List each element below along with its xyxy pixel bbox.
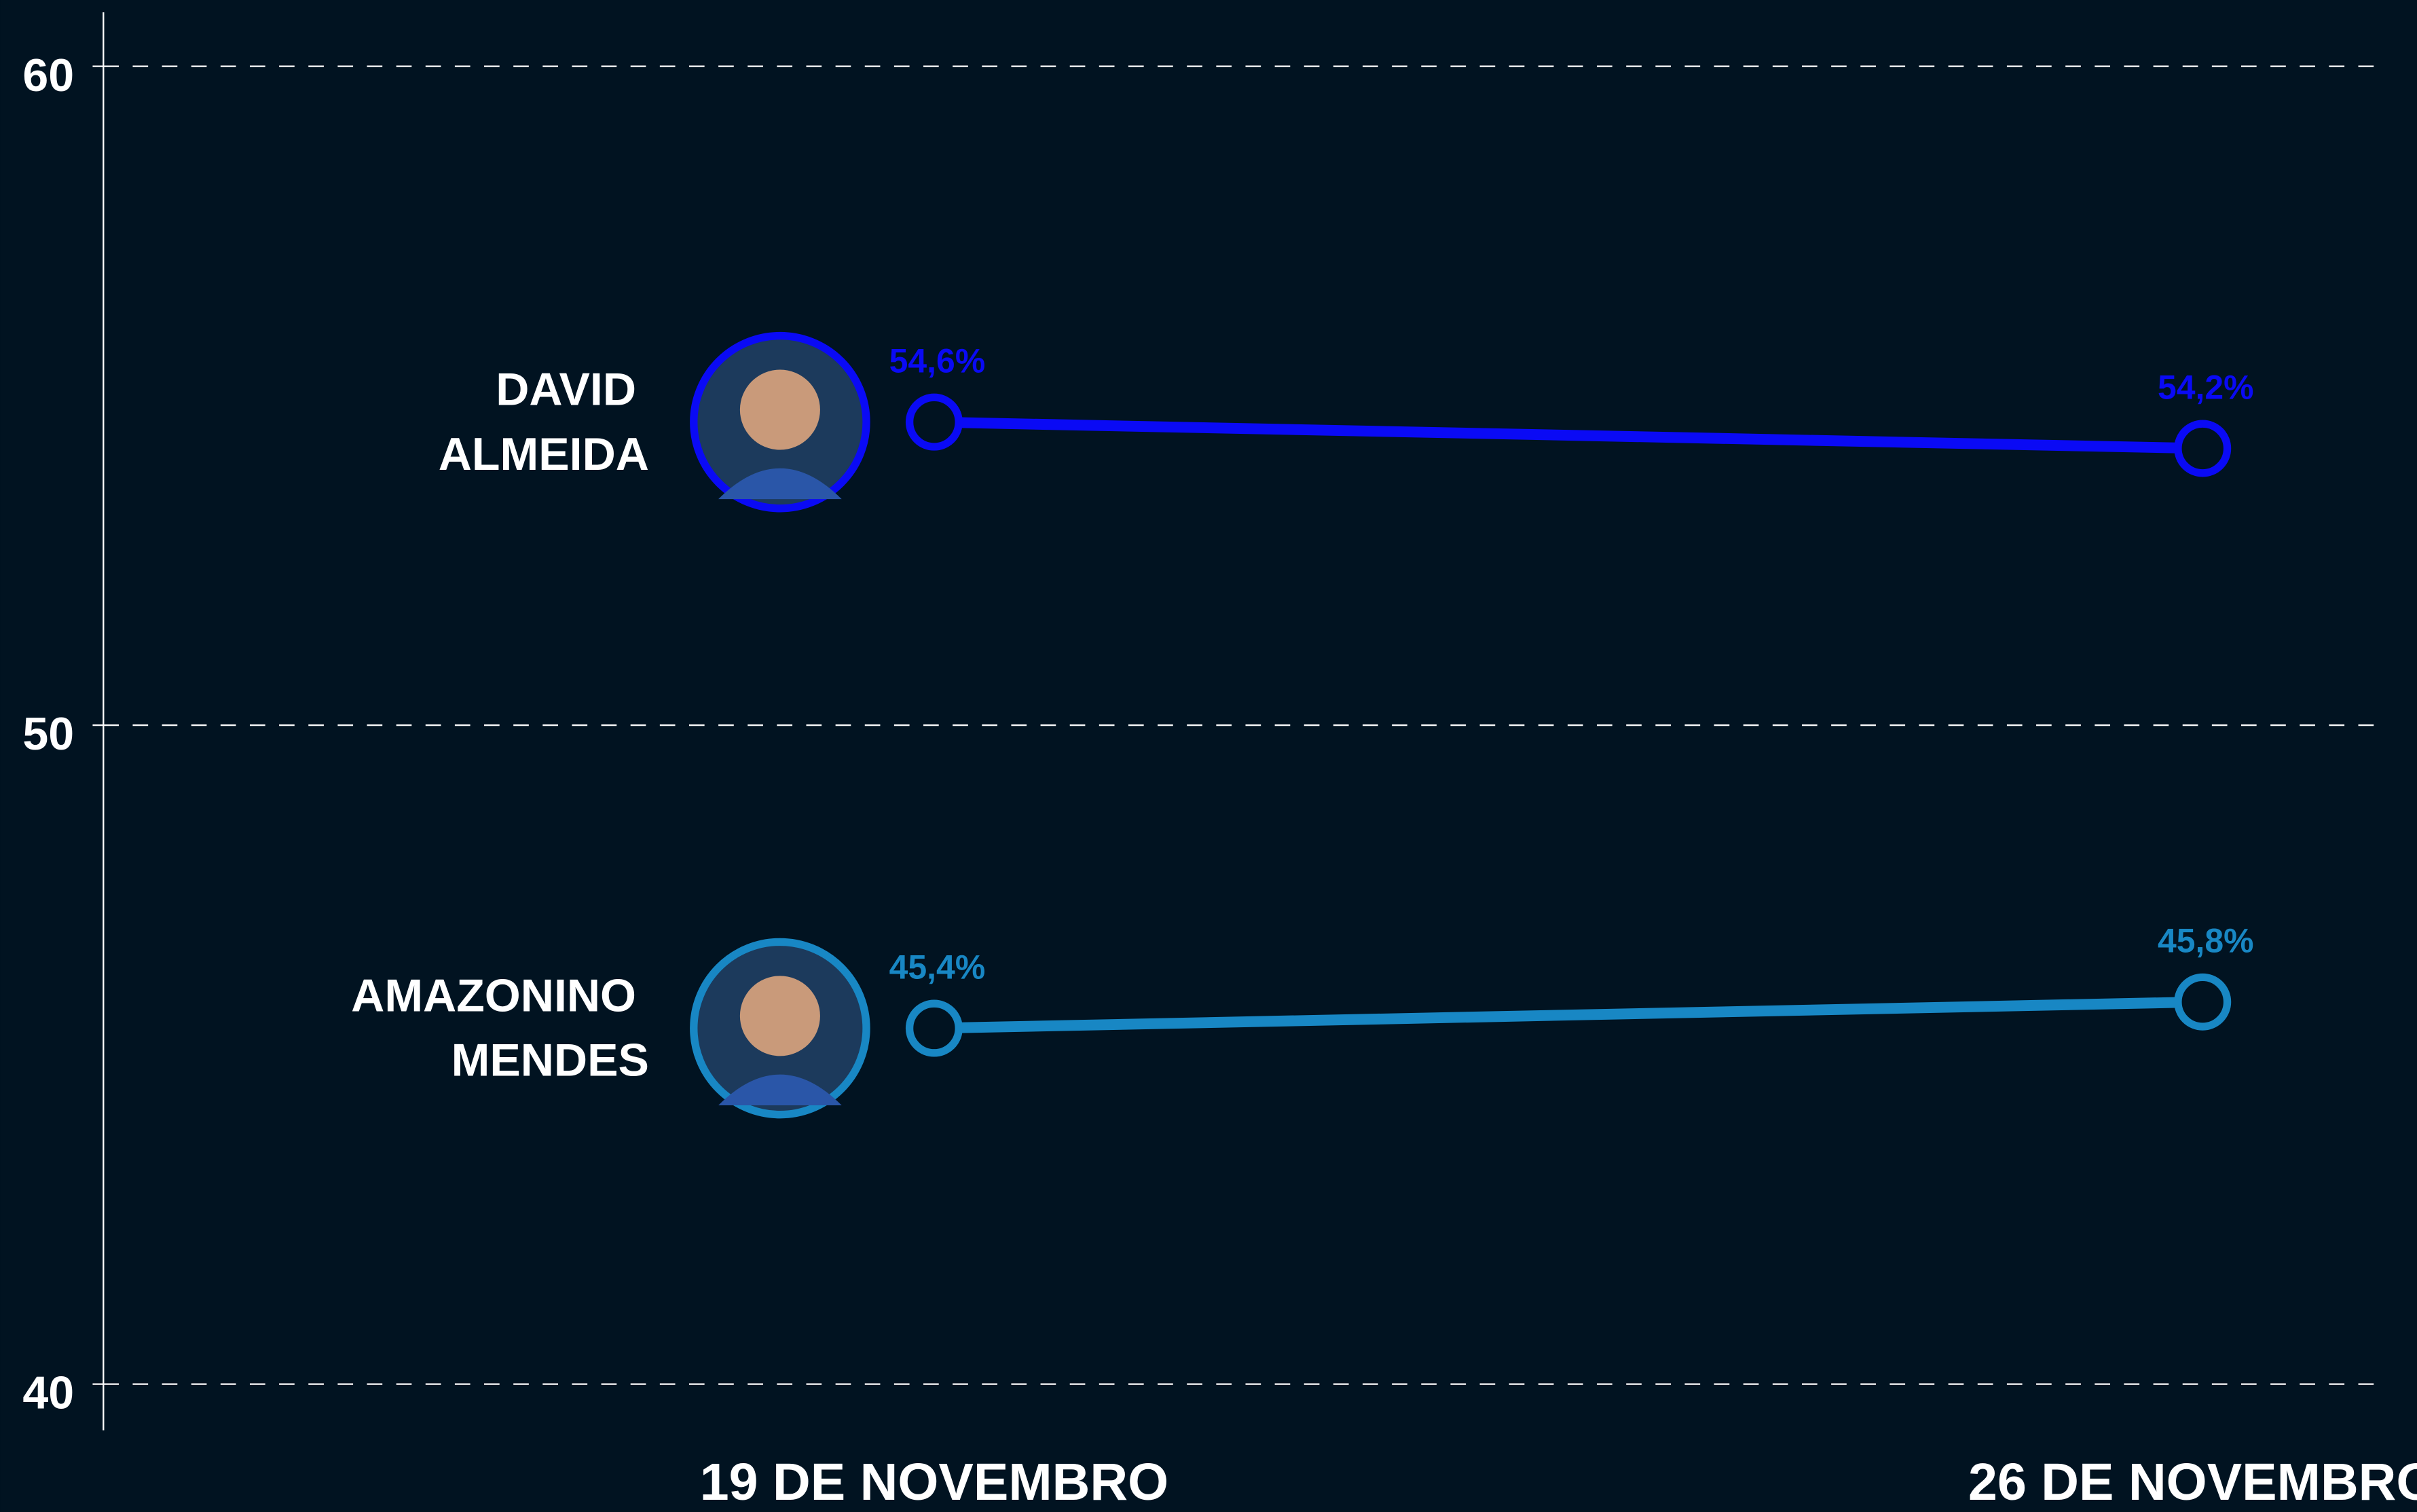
point <box>910 1003 959 1053</box>
point <box>910 397 959 447</box>
background <box>0 0 2417 1512</box>
portrait-face <box>740 976 820 1056</box>
point <box>2178 977 2228 1027</box>
point <box>2178 424 2228 473</box>
y-tick-label: 50 <box>22 708 74 760</box>
y-tick-label: 40 <box>22 1367 74 1419</box>
data-label: 54,2% <box>2158 368 2254 406</box>
x-tick-label: 19 DE NOVEMBRO <box>700 1453 1168 1511</box>
data-label: 54,6% <box>889 342 986 380</box>
data-label: 45,4% <box>889 948 986 986</box>
x-tick-label: 26 DE NOVEMBRO <box>1968 1453 2417 1511</box>
portrait-face <box>740 369 820 449</box>
data-label: 45,8% <box>2158 922 2254 960</box>
chart: 40 50 60 19 DE NOVEMBRO 26 DE NOVEMBRO 54,6% 5… <box>0 0 2417 1512</box>
y-tick-label: 60 <box>22 50 74 101</box>
